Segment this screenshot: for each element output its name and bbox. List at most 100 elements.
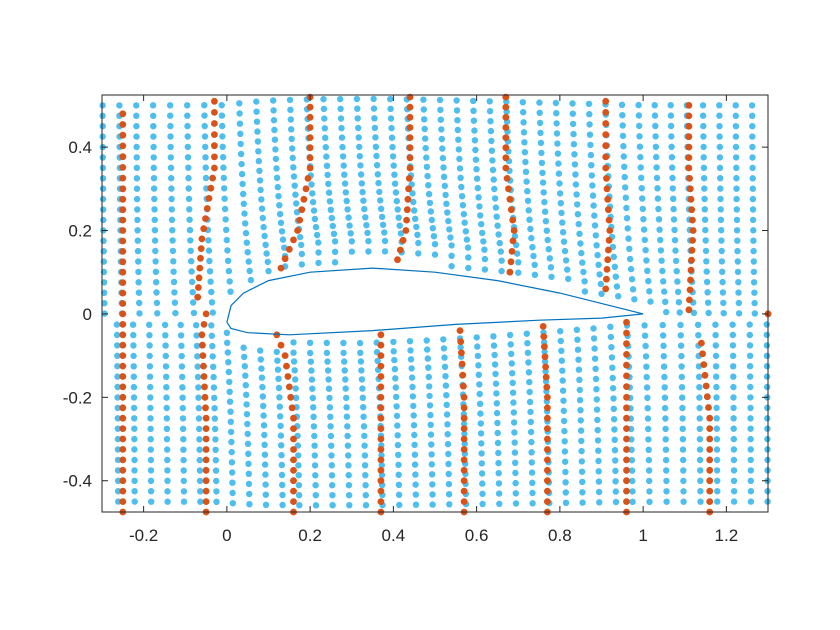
particle-point: [612, 457, 618, 463]
streakline-point: [604, 266, 611, 273]
streakline-point: [203, 311, 210, 318]
y-tick-label: 0.4: [68, 138, 92, 157]
streakline-point: [502, 114, 509, 121]
particle-point: [164, 478, 170, 484]
particle-point: [277, 423, 283, 429]
particle-point: [747, 405, 753, 411]
particle-point: [150, 123, 156, 129]
particle-point: [131, 467, 137, 473]
particle-point: [750, 248, 756, 254]
particle-point: [680, 478, 686, 484]
particle-point: [608, 334, 614, 340]
particle-point: [152, 237, 158, 243]
streakline-point: [197, 255, 204, 262]
particle-point: [562, 469, 568, 475]
particle-point: [511, 419, 517, 425]
particle-point: [328, 443, 334, 449]
particle-point: [733, 186, 739, 192]
particle-point: [147, 405, 153, 411]
particle-point: [730, 363, 736, 369]
particle-point: [443, 392, 449, 398]
streakline-point: [119, 248, 126, 255]
particle-point: [100, 133, 106, 139]
particle-point: [636, 123, 642, 129]
particle-point: [270, 97, 276, 103]
particle-point: [559, 219, 565, 225]
particle-point: [180, 457, 186, 463]
particle-point: [659, 268, 665, 274]
particle-point: [465, 254, 471, 260]
particle-point: [422, 126, 428, 132]
particle-point: [622, 174, 628, 180]
streakline-point: [119, 143, 126, 150]
streakline-point: [407, 104, 414, 111]
particle-point: [558, 210, 564, 216]
particle-point: [525, 350, 531, 356]
particle-point: [164, 436, 170, 442]
particle-point: [714, 457, 720, 463]
particle-point: [357, 350, 363, 356]
particle-point: [718, 217, 724, 223]
streakline-point: [407, 144, 414, 151]
streakline-point: [502, 165, 509, 172]
particle-point: [133, 133, 139, 139]
particle-point: [653, 154, 659, 160]
streakline-point: [307, 104, 314, 111]
particle-point: [388, 125, 394, 131]
particle-point: [263, 492, 269, 498]
particle-point: [131, 457, 137, 463]
particle-point: [592, 222, 598, 228]
particle-point: [591, 345, 597, 351]
particle-point: [494, 223, 500, 229]
particle-point: [478, 221, 484, 227]
streakline-point: [287, 394, 294, 401]
particle-point: [678, 353, 684, 359]
streakline-point: [119, 290, 126, 297]
particle-point: [700, 133, 706, 139]
x-tick-label: -0.2: [129, 526, 158, 545]
particle-point: [560, 388, 566, 394]
particle-point: [751, 269, 757, 275]
particle-point: [349, 249, 355, 255]
particle-point: [626, 246, 632, 252]
particle-point: [248, 277, 254, 283]
particle-point: [596, 499, 602, 505]
streakline-point: [461, 477, 468, 484]
particle-point: [527, 399, 533, 405]
streakline-point: [290, 467, 297, 474]
particle-point: [637, 154, 643, 160]
particle-point: [245, 461, 251, 467]
particle-point: [615, 293, 621, 299]
particle-point: [279, 228, 285, 234]
particle-point: [677, 309, 683, 315]
particle-point: [749, 102, 755, 108]
particle-point: [494, 410, 500, 416]
particle-point: [169, 217, 175, 223]
particle-point: [663, 478, 669, 484]
particle-point: [717, 185, 723, 191]
particle-point: [730, 342, 736, 348]
streakline-point: [704, 393, 711, 400]
particle-point: [427, 412, 433, 418]
particle-point: [148, 436, 154, 442]
particle-point: [208, 289, 214, 295]
particle-point: [472, 137, 478, 143]
particle-point: [271, 127, 277, 133]
particle-point: [576, 377, 582, 383]
particle-point: [487, 118, 493, 124]
particle-point: [471, 118, 477, 124]
particle-point: [288, 116, 294, 122]
particle-point: [308, 359, 314, 365]
particle-point: [423, 145, 429, 151]
particle-point: [178, 332, 184, 338]
particle-point: [409, 374, 415, 380]
particle-point: [322, 135, 328, 141]
streakline-point: [199, 236, 206, 243]
particle-point: [178, 322, 184, 328]
particle-point: [136, 290, 142, 296]
particle-point: [164, 415, 170, 421]
particle-point: [509, 360, 515, 366]
particle-point: [236, 100, 242, 106]
particle-point: [476, 203, 482, 209]
particle-point: [652, 123, 658, 129]
